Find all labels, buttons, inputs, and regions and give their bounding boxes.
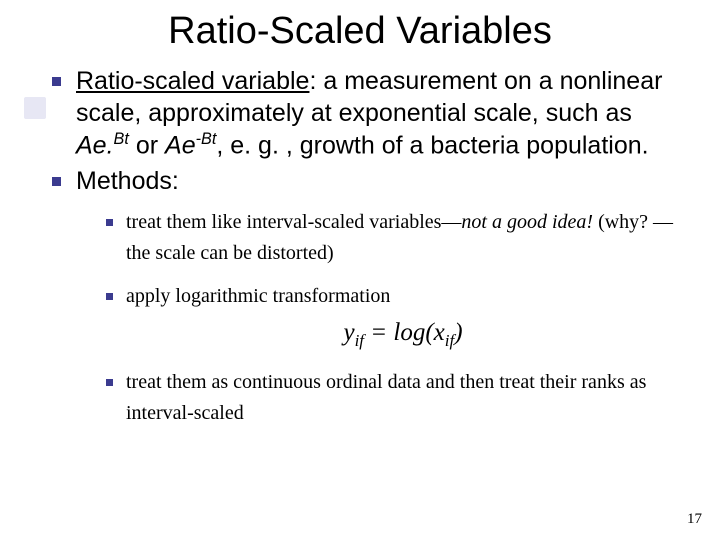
method-2: apply logarithmic transformation yif = l… <box>104 281 680 354</box>
bullet-definition: Ratio-scaled variable: a measurement on … <box>48 65 680 161</box>
formula-close: ) <box>454 319 462 346</box>
title-accent-square <box>24 97 46 119</box>
slide-title: Ratio-Scaled Variables <box>30 10 690 53</box>
m3-text: treat them as continuous ordinal data an… <box>126 371 646 424</box>
method-3: treat them as continuous ordinal data an… <box>104 367 680 429</box>
def-text-b: , e. g. , growth of a bacteria populatio… <box>216 131 648 159</box>
exp-bt-2: -Bt <box>196 130 217 148</box>
method-1: treat them like interval-scaled variable… <box>104 207 680 269</box>
m1-text-a: treat them like interval-scaled variable… <box>126 211 461 233</box>
term-ratio-scaled: Ratio-scaled variable <box>76 67 309 95</box>
ae-1: Ae. <box>76 131 114 159</box>
exp-bt-1: Bt <box>114 130 129 148</box>
formula-sub2: if <box>445 331 454 350</box>
formula-sub1: if <box>355 331 364 350</box>
or-text: or <box>129 131 165 159</box>
bullet-methods: Methods: treat them like interval-scaled… <box>48 165 680 428</box>
ae-2: Ae <box>165 131 196 159</box>
m2-text: apply logarithmic transformation <box>126 285 390 307</box>
page-number: 17 <box>687 511 702 528</box>
log-formula: yif = log(xif) <box>126 314 680 354</box>
formula-eq: = log(x <box>364 319 445 346</box>
m1-emph: not a good idea! <box>461 211 593 233</box>
methods-list: treat them like interval-scaled variable… <box>76 207 680 428</box>
slide: Ratio-Scaled Variables Ratio-scaled vari… <box>0 0 720 540</box>
methods-label: Methods: <box>76 167 179 195</box>
main-bullets: Ratio-scaled variable: a measurement on … <box>30 65 690 429</box>
formula-y: y <box>343 319 354 346</box>
